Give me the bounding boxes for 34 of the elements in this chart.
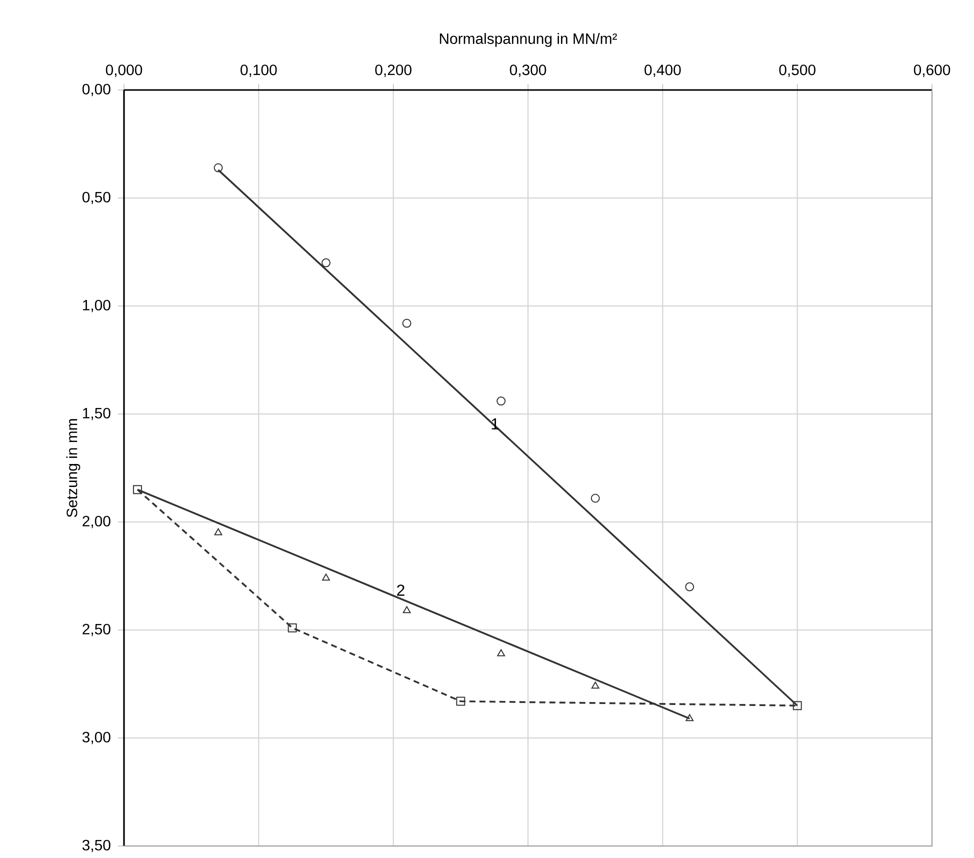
y-tick-label: 3,00: [82, 732, 110, 744]
point: [497, 649, 506, 656]
point: [322, 258, 330, 268]
y-axis-title: Setzung in mm: [66, 419, 80, 518]
y-tick-label: 2,00: [82, 516, 110, 528]
y-tick-label: 3,50: [82, 840, 110, 852]
y-tick-label: 1,00: [83, 300, 110, 312]
point: [322, 574, 330, 581]
x-axis-title: Normalspannung in MN/m²: [440, 33, 617, 47]
point: [685, 582, 694, 592]
y-tick-label: 1,50: [83, 408, 110, 420]
point: [456, 696, 466, 706]
point: [686, 714, 694, 722]
point: [132, 485, 142, 494]
point: [402, 606, 411, 614]
x-tick-label: 0,000: [106, 64, 142, 77]
point: [590, 494, 600, 503]
point: [214, 163, 223, 172]
annotation: 2: [397, 584, 404, 596]
x-tick-label: 0,500: [779, 64, 816, 77]
point: [591, 682, 600, 689]
x-tick-label: 0,400: [644, 64, 681, 77]
y-tick-label: 2,50: [82, 624, 110, 636]
x-tick-label: 0,300: [510, 64, 546, 77]
x-tick-label: 0,200: [375, 64, 412, 77]
point: [288, 623, 297, 632]
point: [214, 528, 222, 536]
point: [496, 396, 506, 406]
point: [792, 701, 802, 710]
point: [402, 318, 412, 328]
x-tick-label: 0,600: [914, 64, 950, 77]
y-tick-label: 0,00: [82, 84, 110, 96]
y-tick-label: 0,50: [82, 192, 110, 204]
x-tick-label: 0,100: [240, 64, 277, 77]
